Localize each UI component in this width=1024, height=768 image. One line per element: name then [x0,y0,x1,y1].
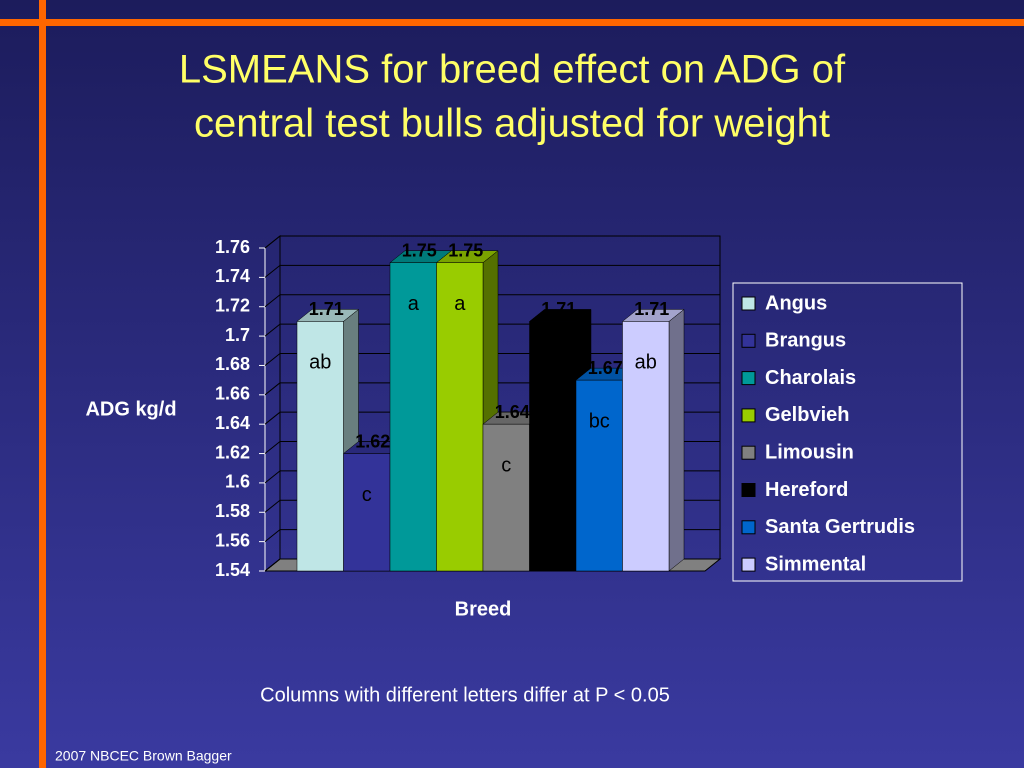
chart-title: central test bulls adjusted for weight [194,102,830,146]
legend-swatch [741,445,756,460]
accent-line [0,19,1024,26]
y-tick-label: 1.54 [215,560,250,580]
y-tick-label: 1.7 [225,325,250,345]
significance-letter: c [362,484,372,506]
legend-label: Angus [765,292,827,314]
legend-swatch [741,520,756,535]
bar [436,262,484,572]
legend-label: Brangus [765,330,846,352]
significance-letter: c [501,454,511,476]
legend-swatch [741,483,756,497]
y-tick-label: 1.6 [225,472,250,492]
y-tick-label: 1.66 [215,384,250,404]
y-tick-label: 1.74 [215,266,250,286]
legend-swatch [741,408,756,423]
y-tick-label: 1.72 [215,295,250,315]
significance-letter: ab [635,352,657,374]
grid-line [264,558,281,572]
legend-label: Santa Gertrudis [765,516,915,538]
bar [575,379,623,572]
bar [296,321,344,572]
legend-swatch [741,296,756,311]
data-label: 1.75 [402,240,437,260]
y-tick-label: 1.68 [215,354,250,374]
y-axis-label: ADG kg/d [85,398,176,420]
y-tick-label: 1.56 [215,530,250,550]
legend-label: Charolais [765,367,856,389]
grid-line [264,411,281,425]
grid-line [264,264,281,278]
legend-swatch [741,371,756,386]
y-tick-label: 1.64 [215,413,250,433]
data-label: 1.71 [309,299,344,319]
grid-line [264,353,281,366]
bar-side [668,308,685,572]
legend-label: Simmental [765,553,866,575]
x-axis-label: Breed [455,598,512,620]
legend-swatch [741,333,756,348]
bar [343,453,391,572]
grid-line [264,382,281,396]
data-label: 1.71 [541,299,576,319]
grid-line [264,499,281,513]
data-label: 1.62 [355,431,390,451]
legend-label: Gelbvieh [765,404,849,426]
legend-label: Hereford [765,479,848,501]
footer: 2007 NBCEC Brown Bagger [55,748,232,764]
data-label: 1.64 [495,402,530,422]
y-tick-label: 1.76 [215,237,250,257]
note: Columns with different letters differ at… [260,684,670,706]
grid-line [264,470,281,484]
grid-line [264,441,281,454]
legend-label: Limousin [765,441,854,463]
data-label: 1.71 [634,299,669,319]
significance-letter: a [454,293,466,315]
significance-letter: ab [309,352,331,374]
data-label: 1.75 [448,240,483,260]
grid-line [264,294,281,308]
grid-line [264,529,281,543]
chart-title: LSMEANS for breed effect on ADG of [179,48,846,92]
significance-letter: a [408,293,420,315]
grid-line [264,235,281,249]
y-tick-label: 1.62 [215,442,250,462]
bar [529,321,577,572]
y-tick-label: 1.58 [215,501,250,521]
bar [482,423,530,572]
significance-letter: bc [589,410,610,432]
legend-swatch [741,557,756,572]
data-label: 1.67 [588,358,623,378]
bar [622,321,670,572]
accent-line [39,0,46,768]
legend [732,282,963,582]
grid-line [264,323,281,337]
